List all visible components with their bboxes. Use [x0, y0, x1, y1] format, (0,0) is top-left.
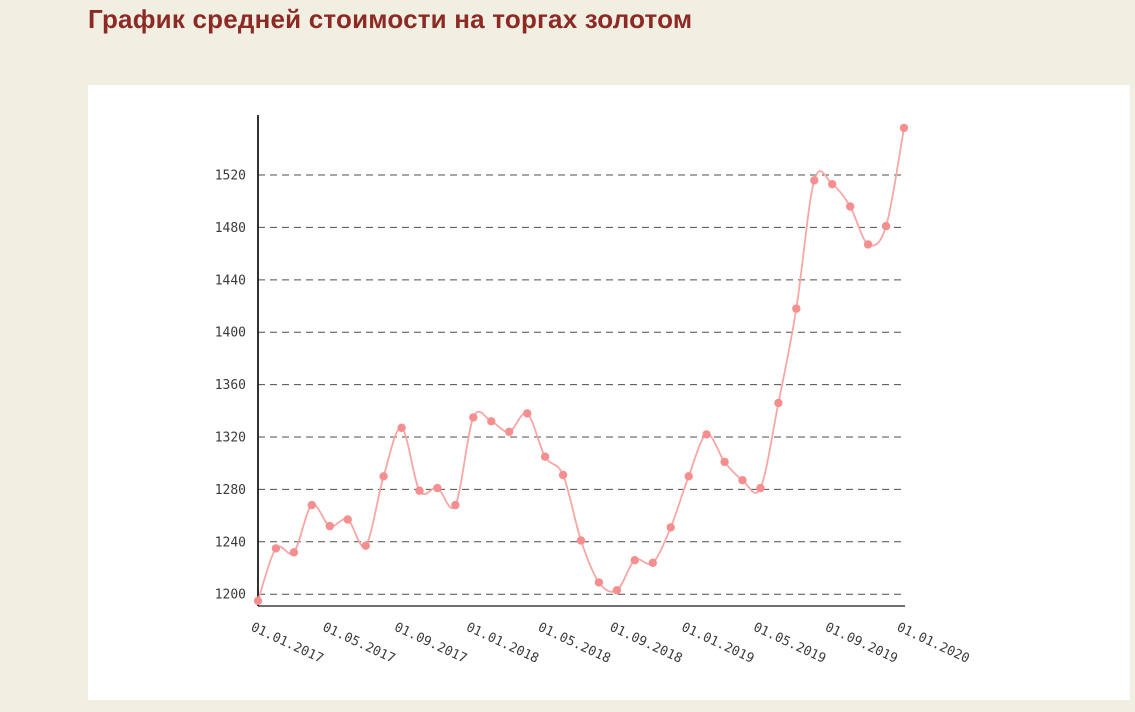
- data-point: [594, 578, 604, 587]
- data-point: [487, 417, 496, 426]
- data-point: [576, 536, 586, 545]
- y-tick-label: 1480: [215, 221, 246, 236]
- x-tick-label: 01.09.2019: [823, 620, 900, 667]
- y-tick-label: 1240: [215, 535, 246, 550]
- data-point: [343, 515, 352, 524]
- x-tick-label: 01.01.2020: [894, 620, 971, 667]
- data-point: [253, 596, 263, 605]
- data-point: [899, 123, 909, 133]
- data-point: [666, 523, 675, 532]
- data-point: [684, 472, 693, 481]
- y-tick-label: 1520: [215, 169, 246, 184]
- data-point: [774, 398, 783, 408]
- x-tick-label: 01.01.2018: [464, 620, 541, 667]
- data-point: [648, 558, 657, 567]
- data-point: [433, 483, 442, 493]
- data-point: [738, 476, 747, 485]
- x-tick-label: 01.05.2019: [751, 620, 828, 667]
- y-tick-label: 1280: [215, 483, 246, 498]
- x-tick-label: 01.09.2018: [607, 620, 684, 667]
- data-point: [540, 452, 550, 461]
- y-tick-label: 1440: [215, 273, 246, 288]
- data-point: [863, 240, 873, 249]
- gold-price-chart: 1200 1240 1280 1320 1360 1400 1440 1480 1520 01.0…: [215, 115, 972, 667]
- x-tick-label: 01.09.2017: [392, 620, 469, 667]
- chart-card: 1200 1240 1280 1320 1360 1400 1440 1480 1520 01.0…: [88, 85, 1130, 700]
- data-point: [469, 413, 478, 422]
- data-point: [379, 472, 388, 481]
- data-point: [558, 470, 568, 480]
- data-point: [289, 548, 299, 557]
- data-point: [415, 486, 424, 495]
- y-tick-label: 1360: [215, 378, 246, 393]
- price-line: [257, 127, 905, 602]
- data-point: [523, 409, 532, 418]
- data-point: [792, 304, 801, 313]
- data-point: [397, 423, 406, 432]
- data-point: [612, 586, 622, 595]
- x-tick-label: 01.01.2017: [248, 620, 325, 667]
- y-tick-label: 1400: [215, 326, 246, 341]
- x-tick-label: 01.05.2017: [320, 620, 397, 667]
- data-point: [505, 427, 514, 436]
- data-point: [756, 483, 765, 493]
- data-point: [702, 430, 711, 439]
- data-point: [307, 500, 316, 510]
- data-point: [846, 202, 855, 211]
- data-point: [720, 457, 729, 467]
- x-tick-label: 01.05.2018: [535, 620, 612, 667]
- data-point: [881, 221, 891, 231]
- y-tick-label: 1320: [215, 431, 246, 446]
- x-tick-label: 01.01.2019: [679, 620, 756, 667]
- data-point: [630, 556, 639, 565]
- data-point: [828, 180, 837, 189]
- data-point: [361, 541, 370, 550]
- data-point: [271, 544, 281, 553]
- data-point: [810, 176, 819, 185]
- data-point: [451, 500, 460, 510]
- data-point: [325, 521, 334, 531]
- page-title: График средней стоимости на торгах золот…: [88, 4, 693, 34]
- y-tick-label: 1200: [215, 588, 246, 603]
